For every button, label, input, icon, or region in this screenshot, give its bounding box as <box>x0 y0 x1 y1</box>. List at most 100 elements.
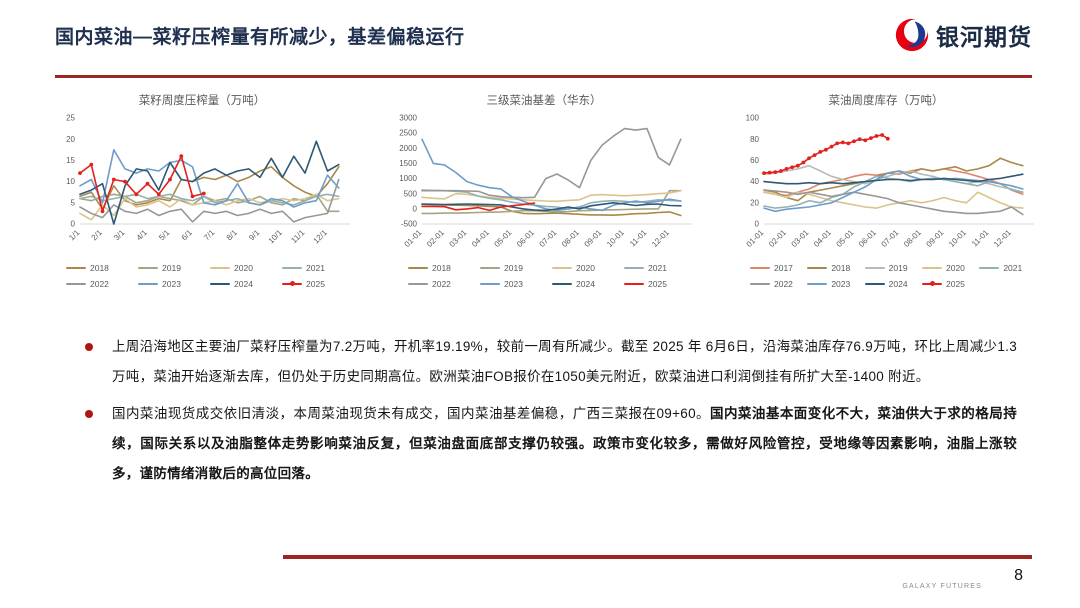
legend-label: 2025 <box>648 279 667 289</box>
legend-swatch <box>552 282 573 286</box>
svg-text:500: 500 <box>404 189 418 198</box>
legend-label: 2024 <box>234 279 253 289</box>
legend-item-2021: 2021 <box>282 260 354 276</box>
svg-text:09-01: 09-01 <box>583 228 604 249</box>
legend-swatch <box>408 266 428 270</box>
svg-text:5/1: 5/1 <box>157 228 172 243</box>
footer-brand: GALAXY FUTURES <box>902 583 982 590</box>
svg-text:80: 80 <box>750 135 759 144</box>
legend-item-2024: 2024 <box>210 276 282 292</box>
legend-label: 2021 <box>648 263 667 273</box>
legend-marker <box>929 280 935 286</box>
svg-text:0: 0 <box>755 220 760 229</box>
legend-label: 2020 <box>945 263 965 273</box>
svg-text:02-01: 02-01 <box>425 228 446 249</box>
svg-text:60: 60 <box>750 156 759 165</box>
legend-swatch <box>921 280 942 286</box>
svg-text:10-01: 10-01 <box>947 228 968 249</box>
page-number: 8 <box>1014 567 1023 584</box>
bullet-dot <box>85 410 93 418</box>
legend-label: 2018 <box>831 263 851 273</box>
legend-item-2022: 2022 <box>66 276 138 292</box>
chart-title: 菜油周度库存（万吨） <box>828 95 944 107</box>
svg-text:01-01: 01-01 <box>403 228 424 249</box>
legend-label: 2019 <box>888 263 908 273</box>
svg-text:07-01: 07-01 <box>538 228 559 249</box>
legend-item-2022: 2022 <box>750 276 807 292</box>
svg-text:04-01: 04-01 <box>470 228 491 249</box>
legend-swatch <box>864 282 885 286</box>
svg-text:3000: 3000 <box>399 114 417 123</box>
legend-item-2018: 2018 <box>807 260 864 276</box>
title-divider <box>55 75 1032 78</box>
svg-text:8/1: 8/1 <box>225 228 240 243</box>
legend-label: 2019 <box>504 263 523 273</box>
legend-swatch <box>750 266 770 270</box>
legend-item-2021: 2021 <box>624 260 696 276</box>
chart-plot: 0 5 10 15 20 25 1/1 2/1 3/1 4/1 5/1 6/1 7/1 8/1 9/1 10/… <box>66 114 350 246</box>
legend-swatch <box>624 266 645 270</box>
svg-text:2/1: 2/1 <box>90 228 105 243</box>
bullet-text: 国内菜油现货成交依旧清淡，本周菜油现货未有成交，国内菜油基差偏稳，广西三菜报在0… <box>112 406 711 421</box>
bullet-item: 国内菜油现货成交依旧清淡，本周菜油现货未有成交，国内菜油基差偏稳，广西三菜报在0… <box>85 399 1017 489</box>
bullet-dot <box>85 343 93 351</box>
svg-text:0: 0 <box>413 205 418 214</box>
legend-item-2024: 2024 <box>864 276 922 292</box>
legend-swatch <box>282 266 303 270</box>
legend-swatch <box>66 266 86 270</box>
legend-label: 2021 <box>306 263 325 273</box>
legend-swatch <box>210 266 231 270</box>
legend-label: 2024 <box>888 279 908 289</box>
chart-title: 菜籽周度压榨量（万吨） <box>138 95 266 107</box>
legend-label: 2023 <box>504 279 523 289</box>
svg-text:-500: -500 <box>401 220 418 229</box>
legend-item-2018: 2018 <box>408 260 480 276</box>
footer-divider <box>283 555 1032 559</box>
svg-text:05-01: 05-01 <box>493 228 514 249</box>
svg-text:10: 10 <box>66 177 75 186</box>
brand-logo: 银河期货 <box>895 18 1032 52</box>
svg-text:02-01: 02-01 <box>767 228 788 249</box>
bullet-text: 上周沿海地区主要油厂菜籽压榨量为7.2万吨，开机率19.19%，较前一周有所减少… <box>112 339 1017 384</box>
svg-text:20: 20 <box>66 135 75 144</box>
legend-label: 2025 <box>306 279 325 289</box>
svg-text:3/1: 3/1 <box>112 228 127 243</box>
legend-swatch <box>979 266 1000 270</box>
legend-swatch <box>480 282 501 286</box>
chart-plot: -500 0 500 1000 1500 2000 2500 3000 01-01 02-01 03… <box>399 114 692 249</box>
legend-swatch <box>210 282 231 286</box>
legend-item-2019: 2019 <box>480 260 552 276</box>
svg-text:15: 15 <box>66 156 75 165</box>
legend-label: 2018 <box>432 263 451 273</box>
legend-swatch <box>66 282 86 286</box>
bullet-text: 国内菜油基本面变化不大，菜油供大于求的格局持续，国际关系以及油脂整体走势影响菜油… <box>112 406 1017 481</box>
svg-text:0: 0 <box>71 220 76 229</box>
svg-text:11/1: 11/1 <box>289 228 306 245</box>
legend-label: 2022 <box>774 279 793 289</box>
svg-text:06-01: 06-01 <box>857 228 878 249</box>
svg-text:11-01: 11-01 <box>628 228 649 249</box>
svg-text:08-01: 08-01 <box>560 228 581 249</box>
legend-item-2020: 2020 <box>210 260 282 276</box>
legend-swatch <box>552 266 573 270</box>
legend-swatch <box>138 266 159 270</box>
legend-item-2023: 2023 <box>807 276 864 292</box>
legend-item-2025: 2025 <box>921 276 979 292</box>
chart-title: 三级菜油基差（华东） <box>486 95 602 107</box>
svg-text:11-01: 11-01 <box>970 228 991 249</box>
legend-marker <box>290 280 296 286</box>
legend-label: 2017 <box>774 263 793 273</box>
svg-text:12/1: 12/1 <box>312 228 330 246</box>
chart-plot: 0 20 40 60 80 100 01-01 02-01 03-01 04-01 05-01 06-… <box>745 114 1034 249</box>
legend-item-2024: 2024 <box>552 276 624 292</box>
charts-row: 菜籽周度压榨量（万吨） 0 5 10 15 20 25 1/1 2/1 3/1 4/1 5/1 6/1 7… <box>44 92 1044 292</box>
commentary-list: 上周沿海地区主要油厂菜籽压榨量为7.2万吨，开机率19.19%，较前一周有所减少… <box>85 332 1017 496</box>
legend-item-2018: 2018 <box>66 260 138 276</box>
legend-item-2019: 2019 <box>138 260 210 276</box>
legend-item-2025: 2025 <box>624 276 696 292</box>
legend-swatch <box>480 266 501 270</box>
legend-swatch <box>807 282 828 286</box>
legend-item-2025: 2025 <box>282 276 354 292</box>
svg-text:2000: 2000 <box>399 144 417 153</box>
